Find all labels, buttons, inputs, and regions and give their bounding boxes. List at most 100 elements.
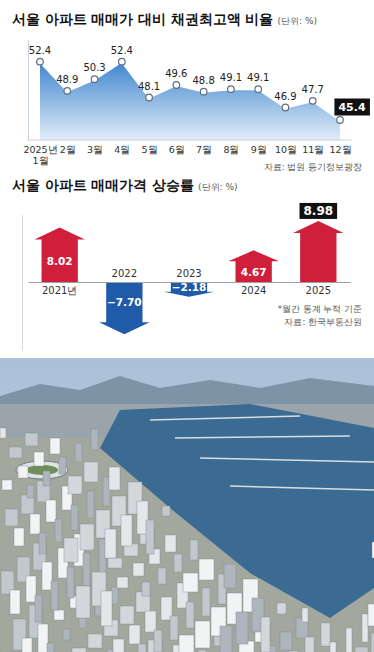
x-tick: 2025 [306,282,331,296]
photo-building [67,567,74,598]
photo-building [87,491,94,518]
photo-building [14,528,24,546]
photo [0,358,374,652]
chart-svg: 서울 아파트 매매가 대비 채권최고액 비율(단위: %)2025년1월2월3월… [0,0,374,652]
photo-building [51,581,58,610]
photo-building [59,457,66,474]
photo-building [280,632,292,650]
x-tick: 11월 [302,140,324,155]
x-tick-line: 10월 [275,144,297,155]
photo-building [0,428,6,438]
marker [282,104,289,111]
photo-building [72,648,86,652]
marker [173,82,180,89]
photo-building [202,588,210,616]
marker [255,86,262,93]
photo-building [261,617,270,652]
photo-building [18,466,28,478]
x-tick-label: 5월 [142,144,158,155]
photo-building [27,485,34,498]
photo-sky [0,358,374,652]
photo-bridge [200,458,374,462]
photo-building [368,604,374,626]
x-tick: 4월 [114,140,130,155]
photo-building [145,611,156,632]
photo-building [138,644,146,652]
x-tick-label: 4월 [114,144,130,155]
x-tick-label: 2023 [176,268,201,279]
photo-building [195,621,210,648]
x-tick-line: 12월 [329,144,351,155]
photo-building [83,553,90,586]
label-box [334,99,369,116]
data-label: 47.7 [302,84,324,95]
line [40,62,340,120]
photo-building [71,505,78,530]
bar [99,282,149,334]
marker [337,117,344,124]
x-tick-line: 6월 [169,144,185,155]
photo-building [198,650,206,652]
subtitle: (단위: %) [198,182,237,192]
x-tick-label: 2025년1월 [23,144,57,166]
x-tick-label: 11월 [302,144,324,155]
photo-building [302,608,308,622]
x-tick: 2024 [241,282,266,296]
bar [34,227,84,282]
x-tick: 2022 [112,268,137,282]
x-tick-label: 2024 [241,285,266,296]
marker [309,98,316,105]
photo-building [91,429,98,450]
marker [146,94,153,101]
x-tick-line: 5월 [142,144,158,155]
photo-building [22,638,32,652]
x-tick-line: 8월 [223,144,239,155]
photo-building [174,554,182,572]
photo-building [142,582,150,596]
data-label: 49.1 [247,72,269,83]
bar [293,221,343,282]
data-label: 52.4 [111,45,133,56]
bar [228,250,278,282]
page: 서울 아파트 매매가 대비 채권최고액 비율(단위: %)2025년1월2월3월… [0,0,374,652]
photo-building [39,533,46,554]
x-tick-line: 11월 [302,144,324,155]
data-label: 52.4 [29,45,51,56]
data-label: 48.1 [138,81,160,92]
data-label: 8.02 [47,255,73,267]
photo-building [9,447,22,458]
photo-building [236,612,248,644]
photo-building [55,519,62,542]
photo-building [158,568,166,584]
y-axis [22,215,23,351]
photo-building [34,452,44,466]
data-label: 48.8 [193,75,215,86]
x-tick: 2월 [60,140,76,155]
photo-building [190,540,198,560]
x-tick-label: 2025 [306,285,331,296]
photo-river [100,404,374,618]
x-tick-line: 9월 [251,144,267,155]
x-tick: 2021년 [42,282,77,296]
photo-building [54,610,64,620]
photo-building [68,476,82,494]
photo-building [371,633,374,652]
x-tick: 5월 [142,140,158,155]
source: 자료: 법원 등기정보광장 [264,162,362,172]
x-tick: 3월 [87,140,103,155]
photo-building [5,509,18,526]
photo-building [108,558,122,568]
photo-building [120,606,134,624]
x-tick: 9월 [251,140,267,155]
highlight-label: 45.4 [334,99,369,116]
photo-building [2,480,12,490]
photo-building [10,590,20,614]
x-tick-label: 3월 [87,144,103,155]
photo-building [165,535,176,552]
x-axis: 2021년 2022 2023 2024 2025 [29,268,351,296]
photo-building [80,524,94,550]
photo-building [346,628,352,652]
photo-building [84,462,98,482]
photo-building [170,616,178,640]
x-tick-label: 2월 [60,144,76,155]
